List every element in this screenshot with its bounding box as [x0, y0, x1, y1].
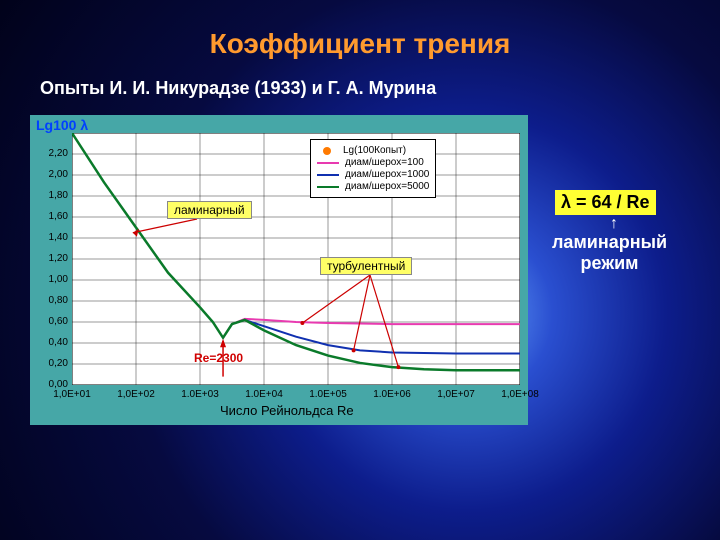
slide-subtitle: Опыты И. И. Никурадзе (1933) и Г. А. Мур…: [40, 78, 436, 99]
formula-arrow-icon: ↑: [610, 215, 618, 233]
legend-item: диам/шерох=100: [317, 157, 429, 168]
laminar-callout: ламинарный: [167, 201, 252, 219]
chart-plot-area: Lg(100Копыт)диам/шерох=100диам/шерох=100…: [72, 133, 520, 385]
turbulent-callout: турбулентный: [320, 257, 412, 275]
chart-legend: Lg(100Копыт)диам/шерох=100диам/шерох=100…: [310, 139, 436, 198]
re-critical-label: Re=2300: [194, 351, 243, 365]
slide: Коэффициент трения Опыты И. И. Никурадзе…: [0, 0, 720, 540]
y-axis-label: Lg100 λ: [36, 117, 88, 133]
laminar-formula: λ = 64 / Re: [555, 190, 656, 215]
chart-svg: [72, 133, 520, 385]
formula-caption: ламинарный режим: [552, 232, 667, 274]
legend-item: Lg(100Копыт): [317, 145, 429, 156]
legend-item: диам/шерох=1000: [317, 169, 429, 180]
chart-panel: Lg100 λ Lg(100Копыт)диам/шерох=100диам/ш…: [30, 115, 528, 425]
slide-title: Коэффициент трения: [0, 28, 720, 60]
x-axis-label: Число Рейнольдса Re: [220, 403, 354, 418]
legend-item: диам/шерох=5000: [317, 181, 429, 192]
